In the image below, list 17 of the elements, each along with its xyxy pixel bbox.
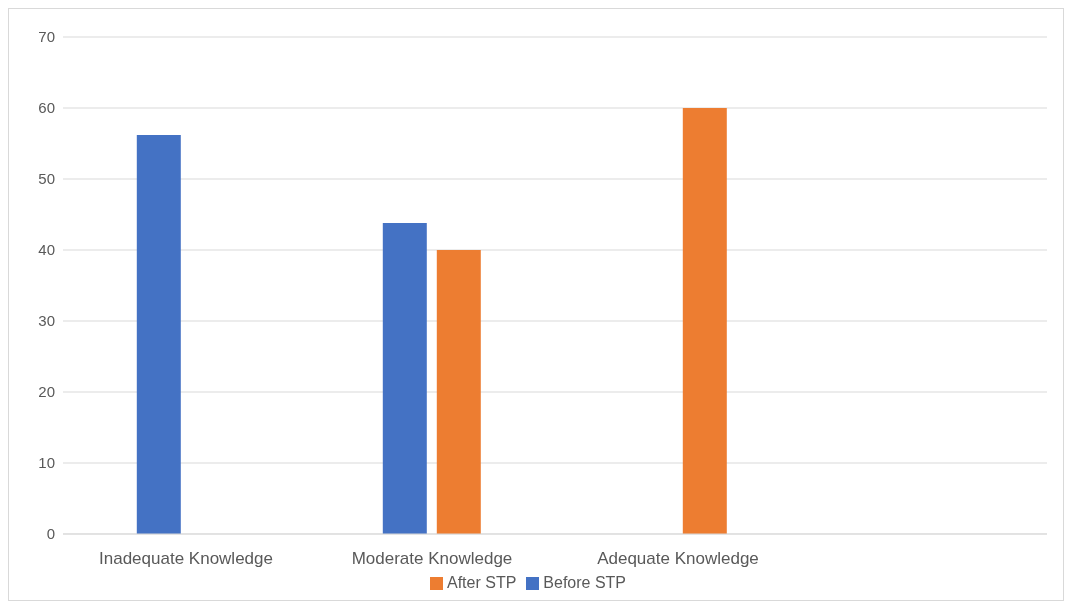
y-tick-label: 20	[38, 383, 55, 401]
x-tick-label: Adequate Knowledge	[597, 549, 759, 569]
y-tick-label: 30	[38, 312, 55, 330]
legend-label: After STP	[446, 574, 517, 591]
bar	[682, 108, 727, 534]
legend-label: Before STP	[543, 574, 627, 591]
y-tick-label: 0	[46, 525, 55, 543]
x-tick-label: Moderate Knowledge	[351, 549, 513, 569]
bar	[436, 250, 481, 534]
y-tick-label: 40	[38, 241, 55, 259]
y-tick-label: 60	[38, 99, 55, 117]
x-tick-label: Inadequate Knowledge	[99, 549, 273, 569]
bar	[382, 223, 427, 534]
y-tick-label: 50	[38, 170, 55, 188]
bar	[136, 134, 181, 534]
y-tick-label: 10	[38, 454, 55, 472]
y-tick-label: 70	[38, 28, 55, 46]
